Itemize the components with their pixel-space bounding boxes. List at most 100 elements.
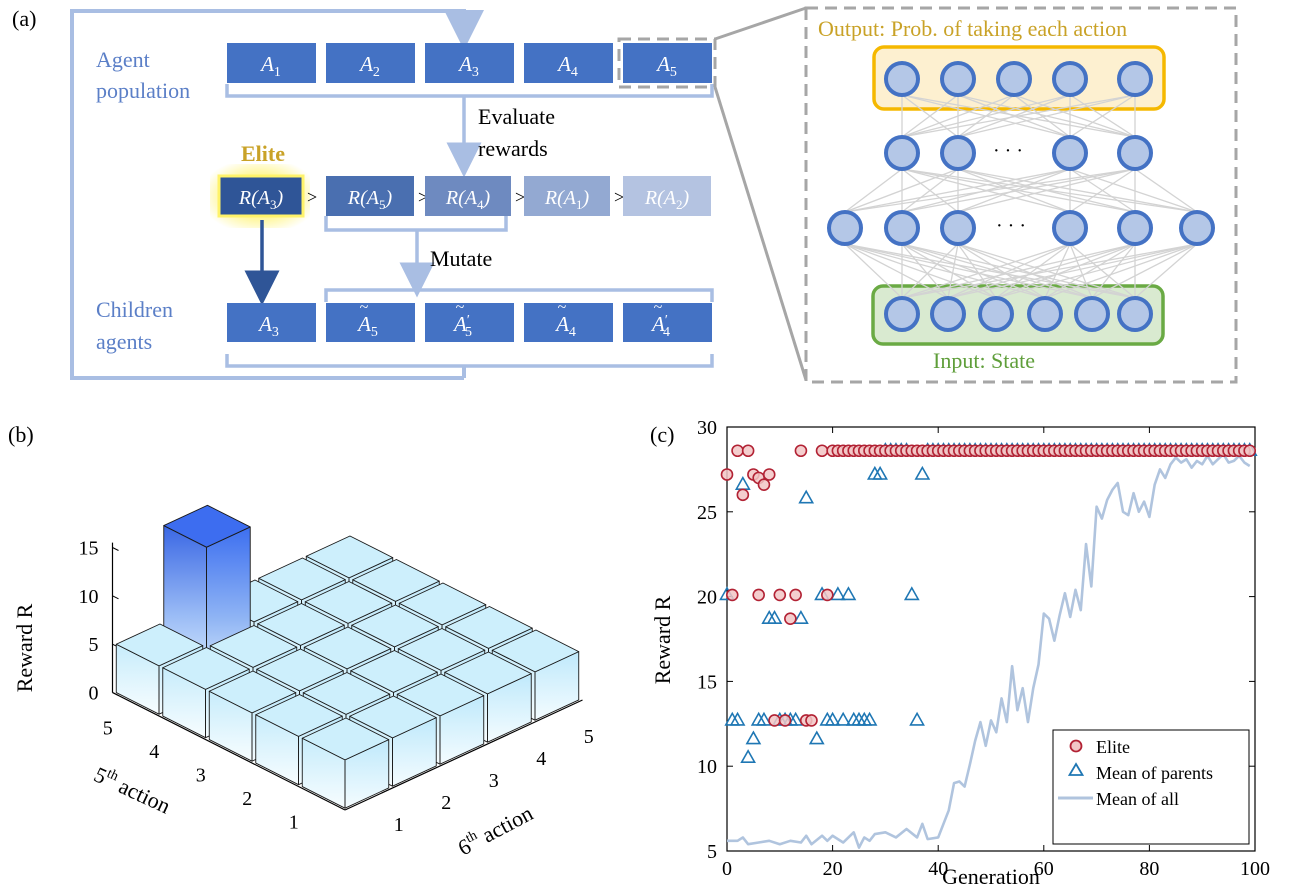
y-tick-label: 3: [489, 770, 499, 792]
nn-edge: [957, 243, 1093, 299]
nn-edge: [901, 168, 959, 213]
parents-marker: [824, 711, 841, 726]
agent-label: A1: [259, 52, 281, 80]
panel-b-label: (b): [8, 422, 34, 447]
elite-marker: [720, 468, 734, 481]
panel-c-xlabel: Generation: [942, 864, 1040, 889]
feedback-loop-line: [70, 9, 484, 380]
elite-marker: [805, 714, 818, 727]
agent-population-row: A1 A2 A3 A4 A5: [227, 43, 712, 83]
mean-of-all-line: [727, 452, 1251, 849]
greater-than-symbol: >: [515, 187, 525, 207]
agent-label: A4: [556, 52, 578, 80]
axis-ticks: 0 20 40 60 80 100 5 10 15 20 25 30: [697, 417, 1270, 880]
bar-cell: [301, 717, 390, 809]
evaluate-label-2: rewards: [478, 136, 548, 161]
z-tick: [112, 595, 119, 600]
y-tick-label: 15: [697, 671, 717, 693]
parents-marker: [909, 711, 925, 726]
agent-label: A2: [358, 52, 380, 80]
nn-edge: [1134, 168, 1198, 213]
nn-edge: [844, 243, 903, 299]
reward-label: R(A2): [644, 187, 690, 212]
elite-marker: [752, 588, 765, 602]
nn-edge: [1069, 168, 1136, 213]
nn-edge: [957, 94, 1136, 138]
x-tick-label: 3: [196, 764, 206, 786]
nn-edge: [901, 243, 997, 299]
zoom-line-bottom: [713, 86, 808, 381]
nn-node: [1117, 210, 1153, 246]
z-tick: [112, 692, 119, 696]
nn-node: [940, 61, 976, 97]
nn-output-label: Output: Prob. of taking each action: [818, 16, 1127, 41]
x-tick-label: 20: [823, 858, 843, 880]
nn-edge: [901, 94, 1136, 138]
reward-label: R(A3): [238, 187, 284, 212]
nn-edge: [901, 243, 1136, 299]
agent-box-1: A1: [227, 43, 316, 83]
y-tick-label: 30: [697, 417, 717, 439]
nn-node: [884, 135, 920, 171]
nn-node: [1117, 135, 1153, 171]
z-tick-label: 0: [89, 683, 99, 705]
agent-box-5: A5: [623, 43, 712, 83]
nn-edge: [844, 243, 997, 299]
y-tick-label: 10: [697, 756, 717, 778]
panel-c-ylabel: Reward R: [650, 595, 675, 684]
nn-edge: [1013, 94, 1136, 138]
nn-edge: [901, 168, 1071, 213]
child-label: A5: [356, 312, 378, 340]
parents-marker: [840, 586, 857, 601]
nn-edge: [901, 94, 1071, 138]
parents-marker: [808, 730, 825, 745]
nn-edge: [901, 168, 1136, 213]
reward-box-3: R(A4): [425, 176, 511, 216]
population-bracket: [225, 84, 714, 98]
series-mean-of-all: [727, 452, 1251, 849]
nn-edge: [947, 243, 1071, 299]
elite-marker: [1243, 444, 1257, 458]
y-tick-label: 5: [707, 841, 717, 863]
nn-node: [940, 210, 976, 246]
nn-edge: [1013, 94, 1071, 138]
child-label: A′ 5: [452, 312, 472, 340]
nn-edge: [957, 243, 997, 299]
nn-edge: [947, 243, 959, 299]
nn-edge: [957, 243, 1136, 299]
elite-marker: [794, 444, 808, 458]
nn-node: [996, 61, 1032, 97]
y-tick-label: 1: [394, 814, 404, 836]
child-box-1: A3: [227, 303, 316, 342]
parents-marker: [872, 465, 888, 480]
x-tick-label: 1: [289, 811, 299, 833]
mutate-label: Mutate: [430, 246, 492, 271]
greater-than-symbol: >: [418, 187, 428, 207]
panel-b-ylabel: 6th action: [454, 800, 537, 860]
population-label-2: population: [96, 78, 190, 103]
legend-parents-label: Mean of parents: [1096, 763, 1213, 783]
population-label-1: Agent: [96, 47, 150, 72]
greater-than-symbol: >: [614, 187, 624, 207]
nn-node: [978, 296, 1014, 332]
svg-text:6th action: 6th action: [454, 800, 537, 860]
nn-edge: [1069, 243, 1136, 299]
nn-node: [1117, 61, 1153, 97]
panel-a-label: (a): [12, 6, 36, 31]
x-tick-label: 40: [928, 858, 948, 880]
axis-5th: [112, 691, 346, 811]
parents-marker: [830, 586, 846, 601]
nn-edge: [844, 243, 949, 299]
nn-edge: [901, 168, 1198, 213]
x-tick-label: 60: [1034, 858, 1054, 880]
panel-c-label: (c): [650, 422, 674, 447]
nn-connections: [844, 94, 1198, 299]
elite-marker: [778, 714, 792, 727]
y-tick-label: 25: [697, 502, 717, 524]
child-box-4: A4~: [524, 299, 613, 342]
elite-highlight-border: [217, 174, 305, 218]
nn-node: [1117, 296, 1153, 332]
nn-edge: [1091, 243, 1198, 299]
